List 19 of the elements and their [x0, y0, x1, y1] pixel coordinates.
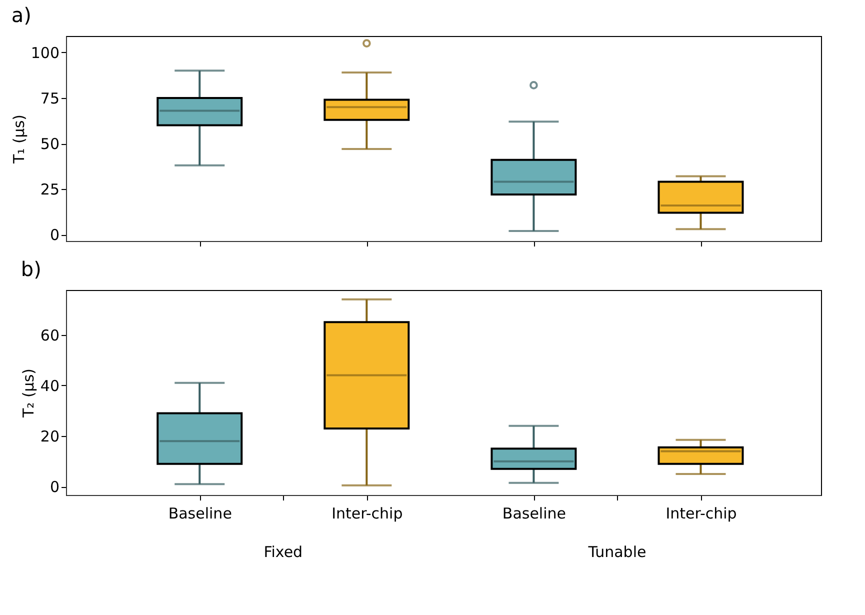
y-tick-label: 60 — [40, 326, 60, 344]
y-tick-label: 0 — [50, 226, 60, 244]
y-axis-title: T₁ (μs) — [10, 114, 28, 165]
chart-title: a) — [11, 3, 32, 27]
x-tick-label: Baseline — [168, 504, 232, 522]
y-tick-label: 0 — [50, 478, 60, 496]
y-tick-label: 75 — [40, 89, 60, 108]
x-tick-label: Inter-chip — [332, 504, 403, 522]
x-tick-label: Inter-chip — [666, 504, 737, 522]
y-tick-label: 100 — [30, 44, 60, 62]
text: Fixed — [264, 543, 303, 561]
chart-title: b) — [20, 257, 42, 281]
text: Tunable — [587, 543, 646, 561]
x-tick-label: Baseline — [502, 504, 566, 522]
y-axis-title: T₂ (μs) — [19, 368, 38, 419]
y-tick-label: 50 — [40, 135, 60, 154]
y-tick-label: 20 — [40, 428, 60, 446]
y-tick-label: 25 — [40, 180, 60, 199]
y-tick-label: 40 — [40, 376, 60, 395]
